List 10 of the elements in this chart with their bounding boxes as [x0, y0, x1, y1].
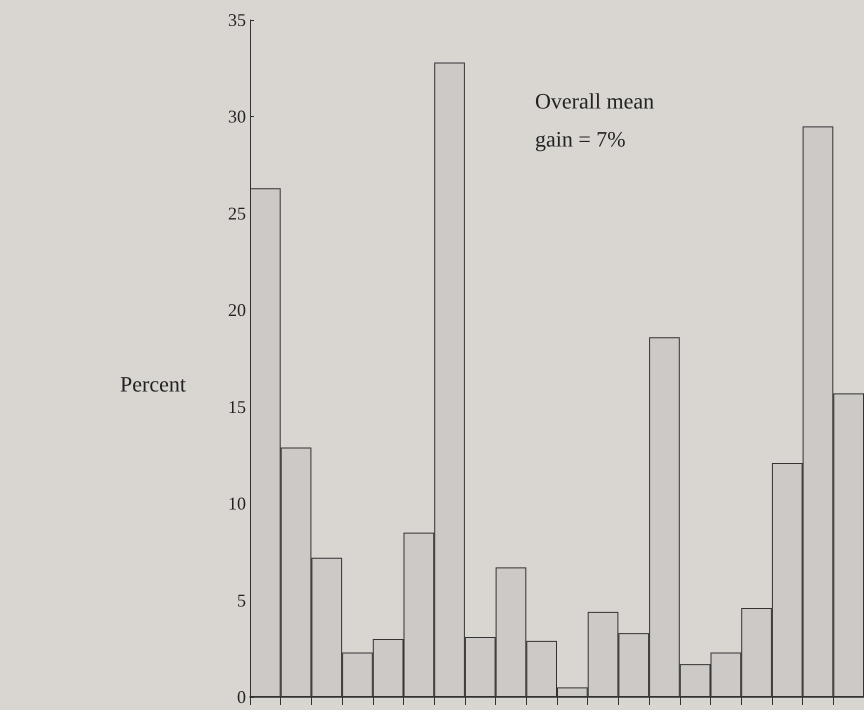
y-tick-label: 30	[228, 106, 246, 127]
annotation: Overall mean gain = 7%	[535, 88, 660, 152]
y-tick-label: 0	[237, 687, 246, 707]
y-tick-label: 25	[228, 203, 246, 224]
y-tick-label: 20	[228, 300, 246, 320]
y-tick-label: 35	[228, 10, 246, 30]
y-tick-label: 10	[228, 494, 246, 514]
y-tick-label: 15	[228, 396, 246, 417]
y-axis-title: Percent	[120, 372, 186, 396]
y-tick-label: 5	[237, 590, 246, 610]
